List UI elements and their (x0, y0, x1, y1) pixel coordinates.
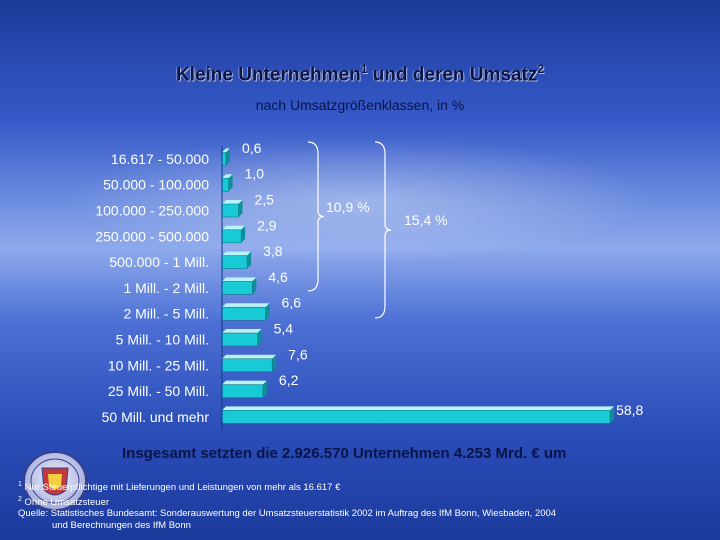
footnote-1: 1 Nur Steuerpflichtige mit Lieferungen u… (18, 481, 341, 494)
bar-top-face (222, 225, 246, 230)
category-label: 1 Mill. - 2 Mill. (123, 280, 209, 296)
category-label: 25 Mill. - 50 Mill. (108, 383, 209, 399)
bar (221, 177, 229, 192)
category-label: 50 Mill. und mehr (102, 409, 210, 425)
category-label: 2 Mill. - 5 Mill. (123, 306, 209, 322)
value-label: 6,2 (279, 372, 299, 388)
bar-side-face (272, 354, 277, 372)
category-label: 250.000 - 500.000 (95, 228, 209, 244)
bar-top-face (222, 303, 270, 308)
bar-side-face (252, 277, 257, 295)
bar-side-face (262, 380, 267, 398)
value-label: 7,6 (288, 346, 308, 362)
bar (221, 306, 266, 321)
category-label: 50.000 - 100.000 (103, 177, 209, 193)
bar-side-face (265, 303, 270, 321)
bar-side-face (241, 225, 246, 243)
bar-side-face (247, 251, 252, 269)
value-label: 3,8 (263, 243, 283, 259)
value-label: 4,6 (268, 269, 288, 285)
bar-top-face (222, 277, 257, 282)
category-label: 100.000 - 250.000 (95, 203, 209, 219)
bracket-large-sum-brace (374, 141, 392, 319)
bar (221, 152, 227, 166)
bar-top-face (222, 329, 262, 333)
category-label: 16.617 - 50.000 (111, 151, 209, 167)
bracket-small-sum-label: 10,9 % (326, 199, 370, 215)
value-label: 2,9 (257, 217, 277, 233)
footnote-2: 2 Ohne Umsatzsteuer (18, 495, 110, 508)
bar-top-face (222, 148, 230, 153)
bar (221, 255, 248, 269)
category-label: 10 Mill. - 25 Mill. (108, 357, 209, 373)
bar-side-face (257, 329, 262, 346)
bar-side-face (225, 148, 230, 166)
institute-seal-logo (23, 451, 87, 511)
bracket-large-sum-label: 15,4 % (404, 212, 448, 228)
total-statement: Insgesamt setzten die 2.926.570 Unterneh… (122, 445, 567, 462)
value-label: 1,0 (245, 166, 265, 182)
value-label: 2,5 (255, 192, 275, 208)
bar-top-face (222, 354, 277, 359)
bar (221, 229, 242, 244)
bracket-small-sum-brace (307, 141, 325, 292)
category-label: 500.000 - 1 Mill. (109, 254, 209, 270)
footnotes: 1 Nur Steuerpflichtige mit Lieferungen u… (18, 479, 708, 531)
bar (221, 358, 273, 373)
value-label: 6,6 (282, 295, 302, 311)
bar-top-face (222, 380, 267, 385)
bar (221, 203, 239, 218)
source-note: Quelle: Statistisches Bundesamt: Sondera… (18, 508, 557, 520)
bar-side-face (610, 406, 615, 424)
bar (221, 281, 253, 295)
bar-top-face (222, 200, 243, 204)
bar-side-face (228, 174, 233, 192)
chart-title: Kleine Unternehmen1 und deren Umsatz2 (175, 62, 545, 86)
bar-top-face (222, 251, 252, 256)
bar-top-face (222, 174, 233, 179)
value-label: 58,8 (616, 402, 643, 418)
value-label: 5,4 (274, 321, 294, 337)
category-label: 5 Mill. - 10 Mill. (116, 332, 209, 348)
chart-subtitle: nach Umsatzgrößenklassen, in % (255, 97, 465, 113)
bar-side-face (238, 200, 243, 217)
bar (221, 410, 611, 424)
bar (221, 332, 258, 347)
value-label: 0,6 (242, 140, 262, 156)
bar-top-face (222, 406, 615, 411)
bar (221, 384, 264, 398)
source-note-continued: und Berechnungen des IfM Bonn (52, 519, 191, 531)
